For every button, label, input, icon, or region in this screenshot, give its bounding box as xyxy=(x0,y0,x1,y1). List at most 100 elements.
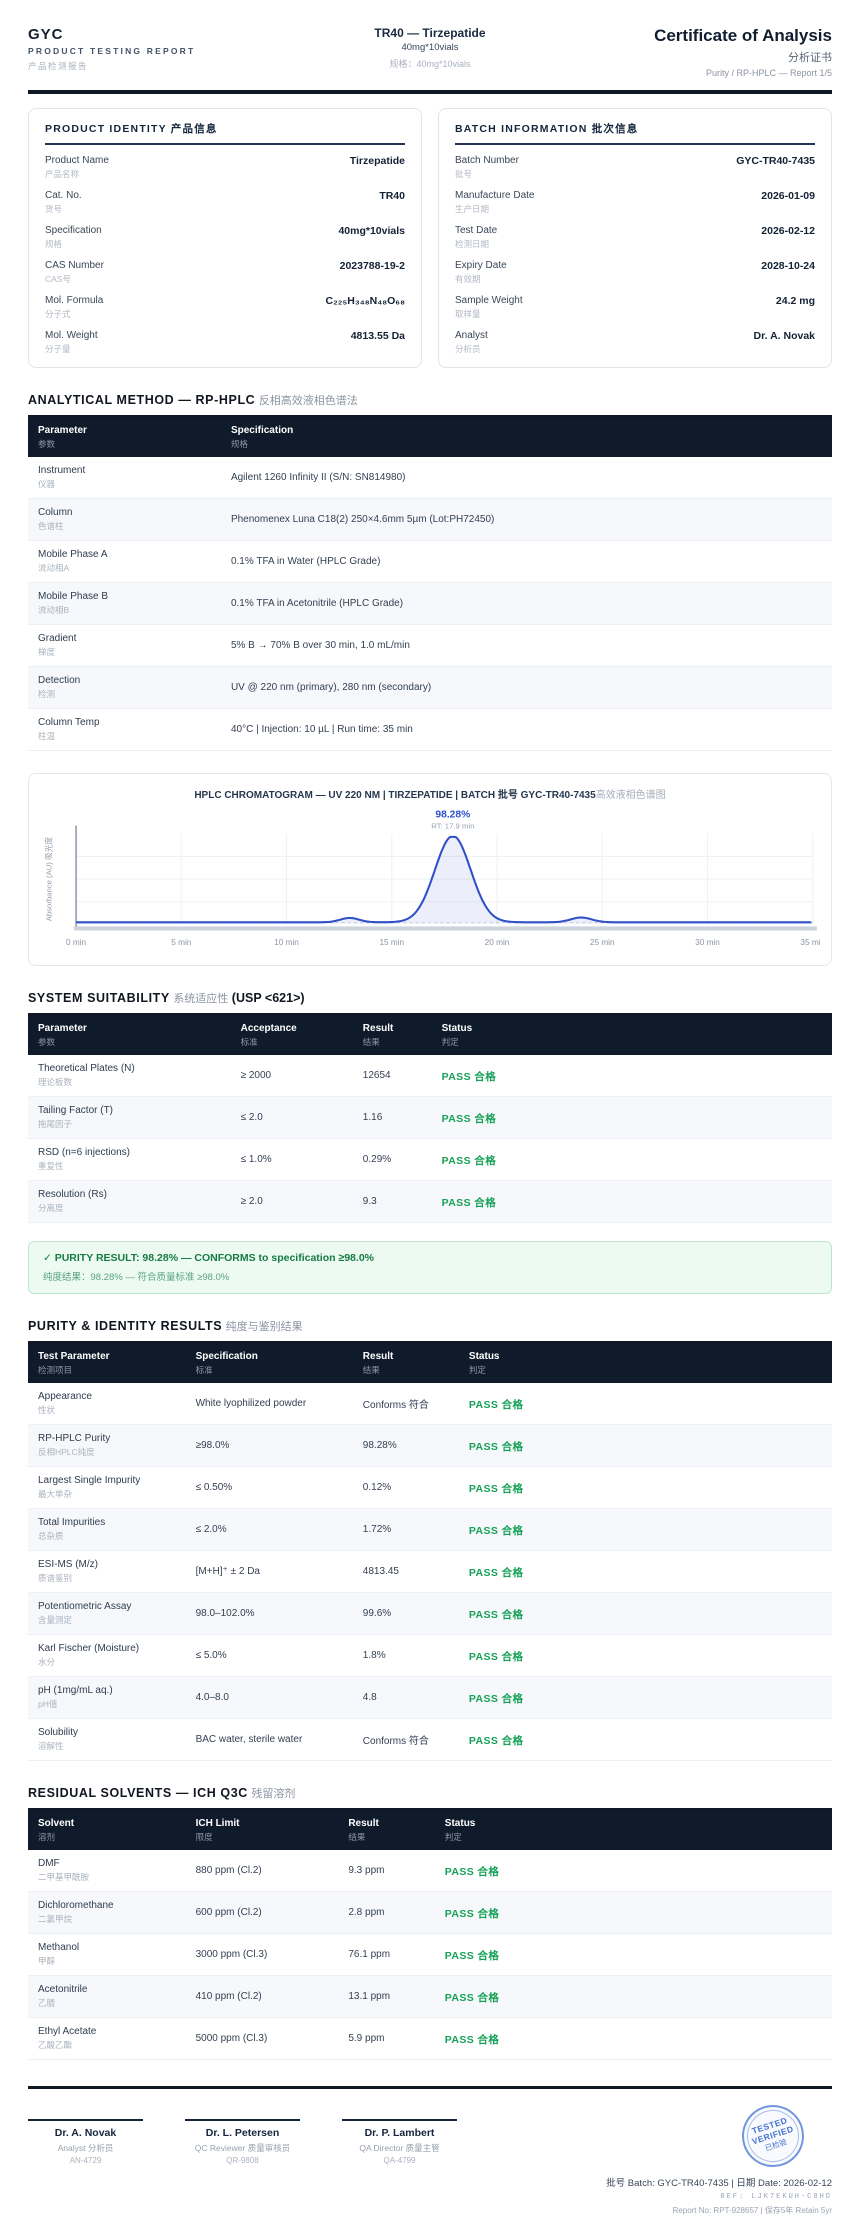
row-spec: ≤ 2.0% xyxy=(195,1524,227,1536)
row-result: 13.1 ppm xyxy=(348,1991,391,2003)
status-badge: PASS 合格 xyxy=(441,1070,497,1083)
row-spec: ≤ 0.50% xyxy=(195,1482,233,1494)
product-identity-card: PRODUCT IDENTITY 产品信息 Product Name 产品名称 … xyxy=(28,108,422,368)
signer-name: Dr. A. Novak xyxy=(54,2127,117,2140)
footer-report-no: Report No: RPT-928657 | 保存5年 Retain 5yr xyxy=(672,2206,832,2216)
product-identity-rows: Product Name 产品名称 Tirzepatide Cat. No. 货… xyxy=(45,149,405,359)
table-row: Detection 检测 UV @ 220 nm (primary), 280 … xyxy=(28,667,832,709)
row-result: 4.8 xyxy=(362,1692,377,1704)
field-value: 2026-02-12 xyxy=(761,224,815,237)
table-row: DMF 二甲基甲酰胺 880 ppm (Cl.2) 9.3 ppm PASS 合格 xyxy=(28,1850,832,1893)
info-row: Sample Weight 取样量 24.2 mg xyxy=(455,289,815,324)
signature-block: Dr. P. Lambert QA Director 质量主管 QA-4799 xyxy=(342,2119,457,2216)
svg-text:15 min: 15 min xyxy=(379,938,404,947)
document-title-block: Certificate of Analysis 分析证书 Purity / RP… xyxy=(486,26,832,78)
row-spec: UV @ 220 nm (primary), 280 nm (secondary… xyxy=(230,682,432,693)
info-row: Specification 规格 40mg*10vials xyxy=(45,219,405,254)
field-value: Dr. A. Novak xyxy=(753,329,815,342)
field-label-zh: 检测日期 xyxy=(455,238,490,249)
row-result: 1.16 xyxy=(362,1112,383,1124)
row-status: PASS 合格 xyxy=(432,1185,832,1219)
row-parameter: Methanol 甲醇 xyxy=(38,1942,80,1967)
brand-block: GYC PRODUCT TESTING REPORT 产品检测报告 xyxy=(28,26,374,72)
field-label-zh: 分子式 xyxy=(45,308,71,319)
field-label: CAS Number xyxy=(45,259,104,271)
column-header: Status 判定 xyxy=(468,1351,500,1376)
column-header: Solvent 溶剂 xyxy=(38,1818,75,1843)
field-label-zh: 分子量 xyxy=(45,343,71,354)
field-label: Cat. No. xyxy=(45,189,82,201)
table-row: Acetonitrile 乙腈 410 ppm (Cl.2) 13.1 ppm P… xyxy=(28,1976,832,2019)
row-result: 9.3 ppm xyxy=(348,1865,385,1877)
report-footer: Dr. A. Novak Analyst 分析员 AN-4729 Dr. L. … xyxy=(28,2097,832,2216)
row-limit: 880 ppm (Cl.2) xyxy=(195,1865,262,1877)
svg-text:98.28%: 98.28% xyxy=(435,809,470,820)
field-label: Batch Number xyxy=(455,154,519,166)
status-badge: PASS 合格 xyxy=(468,1650,524,1663)
row-limit: 600 ppm (Cl.2) xyxy=(195,1907,262,1919)
row-spec: 0.1% TFA in Water (HPLC Grade) xyxy=(230,556,381,567)
section-heading-suitability: SYSTEM SUITABILITY 系统适应性 (USP <621>) xyxy=(28,990,832,1006)
row-parameter: Dichloromethane 二氯甲烷 xyxy=(38,1900,114,1925)
info-row: Mol. Weight 分子量 4813.55 Da xyxy=(45,324,405,359)
info-row: Expiry Date 有效期 2028-10-24 xyxy=(455,254,815,289)
column-header: Parameter 参数 xyxy=(38,425,87,449)
row-parameter: Tailing Factor (T) 拖尾因子 xyxy=(38,1105,114,1130)
field-value: 2026-01-09 xyxy=(761,189,815,202)
field-label-zh: 分析员 xyxy=(455,343,481,354)
row-status: PASS 合格 xyxy=(459,1471,832,1505)
field-value: Tirzepatide xyxy=(349,154,405,167)
info-row: Product Name 产品名称 Tirzepatide xyxy=(45,149,405,184)
section-title-zh: 残留溶剂 xyxy=(251,1788,296,1801)
row-status: PASS 合格 xyxy=(459,1555,832,1589)
status-badge: PASS 合格 xyxy=(468,1524,524,1537)
section-title-zh: 系统适应性 xyxy=(173,993,229,1006)
field-label: Mol. Formula xyxy=(45,294,104,306)
column-header: Specification 规格 xyxy=(230,425,294,449)
signer-role: Analyst 分析员 xyxy=(57,2143,114,2154)
product-spec-zh: 规格：40mg*10vials xyxy=(389,59,471,69)
row-acceptance: ≤ 1.0% xyxy=(240,1154,272,1166)
row-result: 99.6% xyxy=(362,1608,392,1620)
column-header: Specification 标准 xyxy=(195,1351,258,1376)
info-row: Batch Number 批号 GYC-TR40-7435 xyxy=(455,149,815,184)
table-row: RP-HPLC Purity 反相HPLC纯度 ≥98.0% 98.28% PAS… xyxy=(28,1425,832,1468)
table-row: pH (1mg/mL aq.) pH值 4.0–8.0 4.8 PASS 合格 xyxy=(28,1677,832,1720)
signature-block: Dr. A. Novak Analyst 分析员 AN-4729 xyxy=(28,2119,143,2216)
row-parameter: Mobile Phase A 流动相A xyxy=(38,549,108,573)
section-rule xyxy=(28,1013,832,1017)
section-title: RESIDUAL SOLVENTS — ICH Q3C xyxy=(28,1786,248,1801)
svg-text:Absorbance (AU) 吸光度: Absorbance (AU) 吸光度 xyxy=(43,837,53,922)
row-status: PASS 合格 xyxy=(435,1896,832,1930)
signature-line xyxy=(185,2119,300,2122)
row-acceptance: ≥ 2.0 xyxy=(240,1196,263,1208)
product-title: TR40 — Tirzepatide xyxy=(374,26,486,40)
section-title-suffix: (USP <621>) xyxy=(231,991,305,1006)
info-row: Mol. Formula 分子式 C₂₂₅H₃₄₈N₄₈O₆₈ xyxy=(45,289,405,324)
row-status: PASS 合格 xyxy=(459,1639,832,1673)
table-row: Potentiometric Assay 含量测定 98.0–102.0% 99.… xyxy=(28,1593,832,1636)
signer-id: AN-4729 xyxy=(69,2156,102,2166)
section-heading-solvents: RESIDUAL SOLVENTS — ICH Q3C 残留溶剂 xyxy=(28,1785,832,1801)
purity-results-table: Test Parameter 检测项目 Specification 标准 Res… xyxy=(28,1344,832,1762)
row-spec: 0.1% TFA in Acetonitrile (HPLC Grade) xyxy=(230,598,404,609)
section-heading-purity: PURITY & IDENTITY RESULTS 纯度与鉴别结果 xyxy=(28,1318,832,1334)
method-table-body: Instrument 仪器 Agilent 1260 Infinity II (… xyxy=(28,457,832,751)
report-index: Purity / RP-HPLC — Report 1/5 xyxy=(705,68,832,78)
field-label: Mol. Weight xyxy=(45,329,98,341)
table-row: ESI-MS (M/z) 质谱鉴别 [M+H]⁺ ± 2 Da 4813.45 P… xyxy=(28,1551,832,1594)
row-spec: White lyophilized powder xyxy=(195,1398,307,1410)
row-parameter: Largest Single Impurity 最大单杂 xyxy=(38,1475,141,1500)
row-parameter: Column Temp 柱温 xyxy=(38,717,100,741)
table-row: Theoretical Plates (N) 理论板数 ≥ 2000 12654 … xyxy=(28,1055,832,1098)
solvents-table-body: DMF 二甲基甲酰胺 880 ppm (Cl.2) 9.3 ppm PASS 合格… xyxy=(28,1850,832,2061)
row-parameter: Total Impurities 总杂质 xyxy=(38,1517,106,1542)
row-status: PASS 合格 xyxy=(435,2022,832,2056)
table-row: Dichloromethane 二氯甲烷 600 ppm (Cl.2) 2.8 p… xyxy=(28,1892,832,1935)
row-parameter: Instrument 仪器 xyxy=(38,465,86,489)
svg-text:20 min: 20 min xyxy=(485,938,510,947)
report-header: GYC PRODUCT TESTING REPORT 产品检测报告 TR40 —… xyxy=(28,26,832,78)
product-subtitle: 40mg*10vials xyxy=(401,42,459,53)
row-result: 0.29% xyxy=(362,1154,392,1166)
status-badge: PASS 合格 xyxy=(444,1907,500,1920)
